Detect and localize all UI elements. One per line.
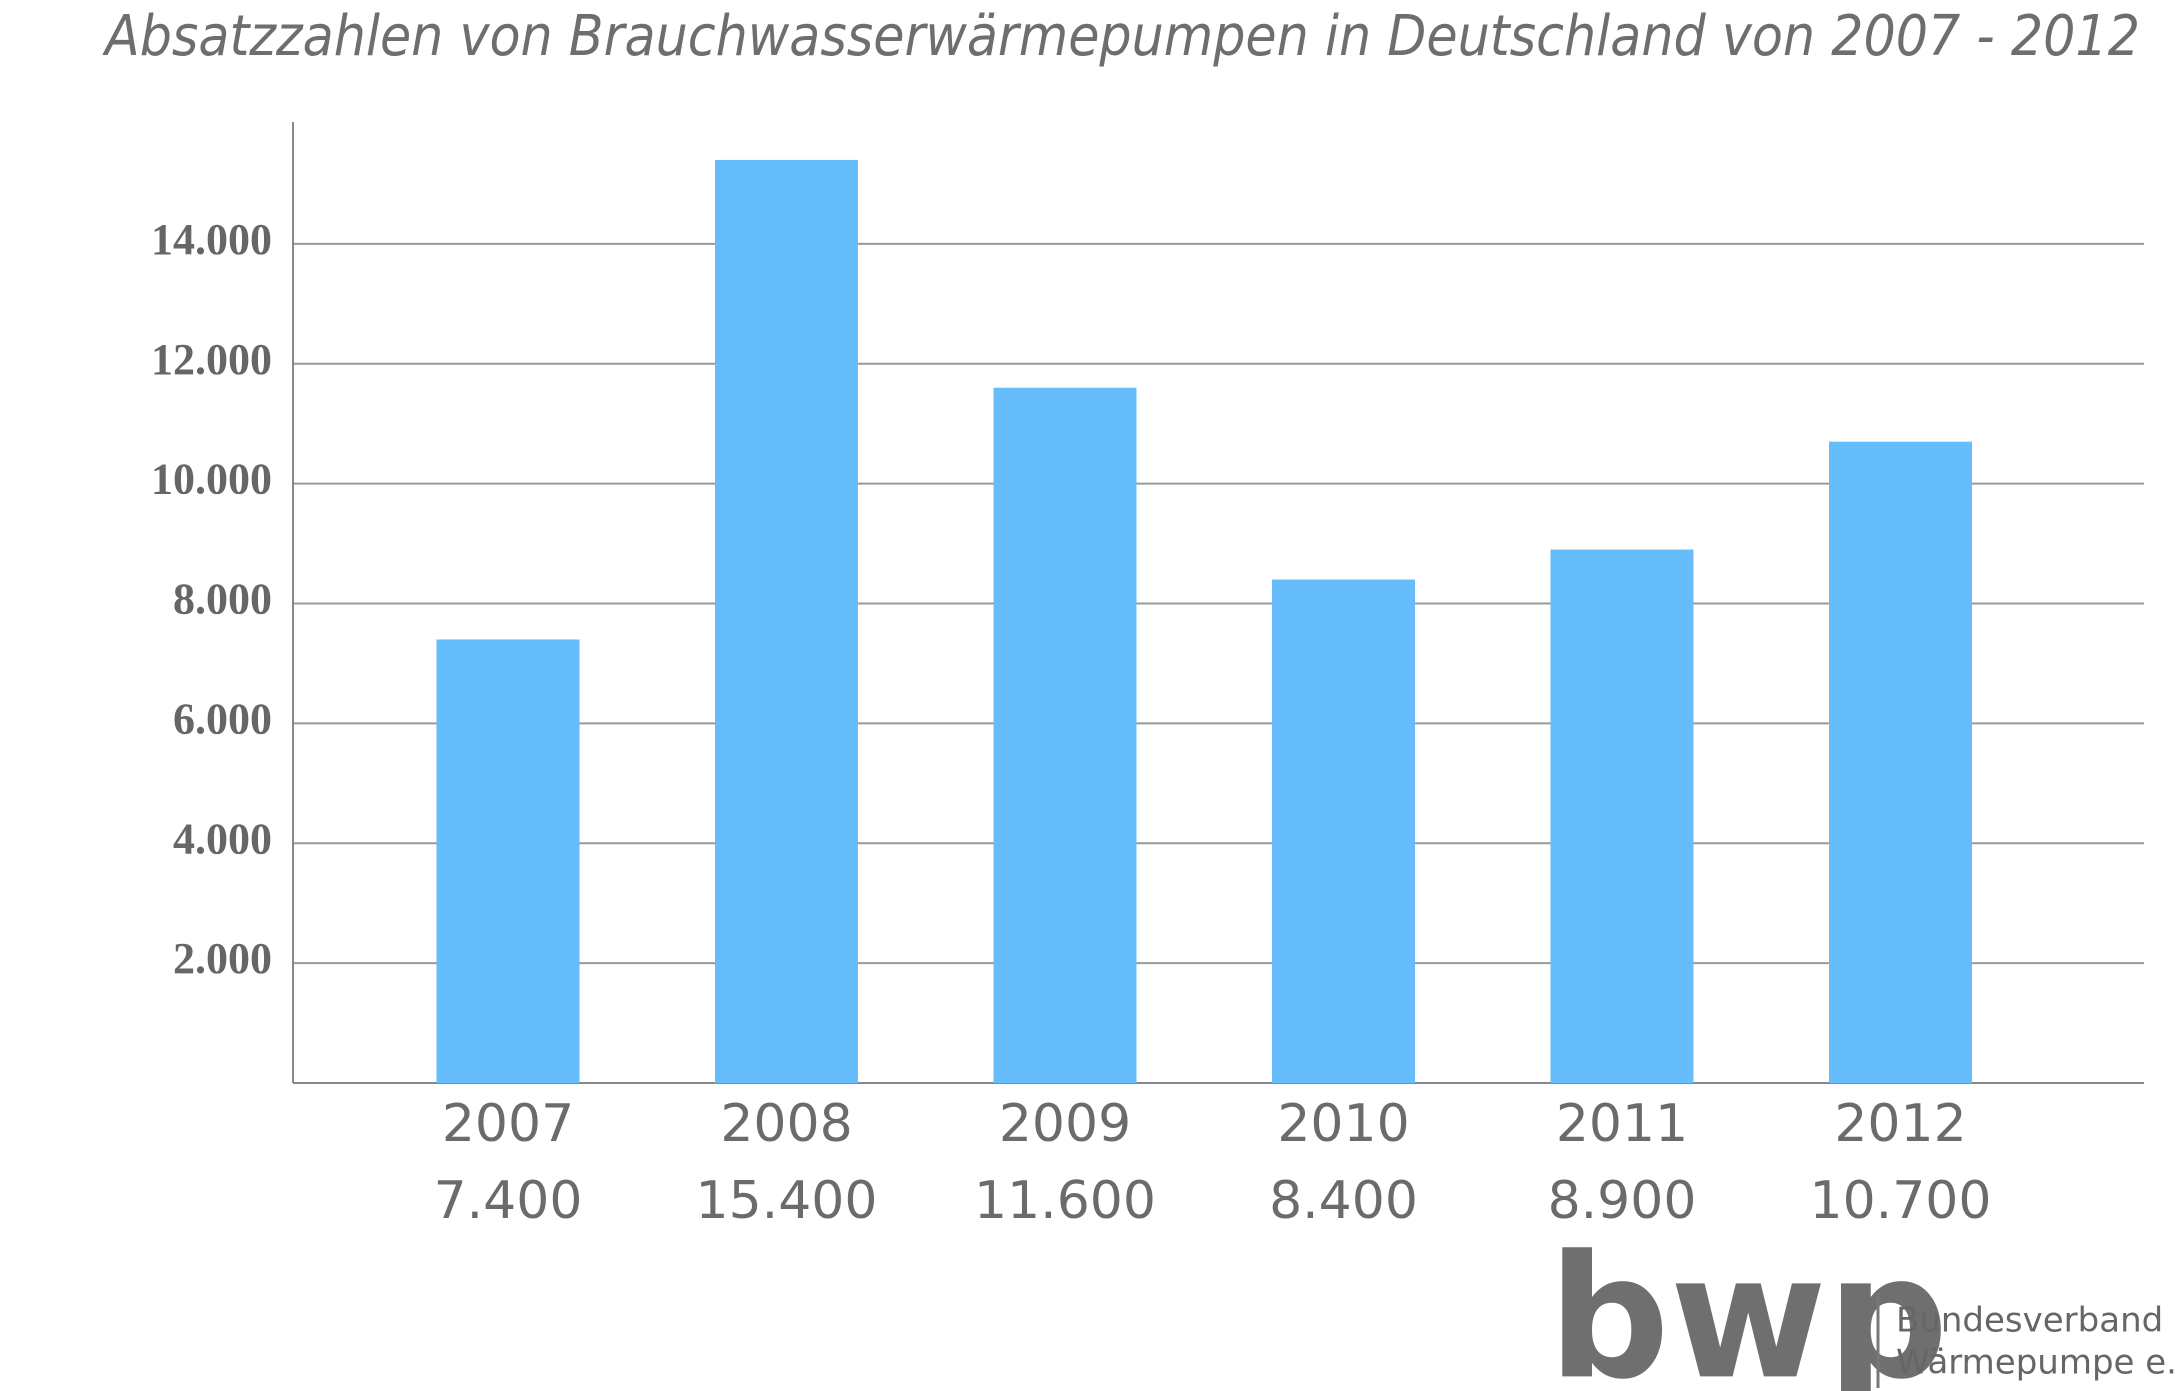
- bar: [715, 159, 858, 1083]
- logo-mark: bwp: [1548, 1219, 1948, 1391]
- y-tick-label: 12.000: [151, 335, 272, 384]
- logo-text: Wärmepumpe e.V.: [1896, 1343, 2176, 1383]
- value-label: 8.400: [1269, 1171, 1418, 1231]
- bar: [1550, 549, 1694, 1083]
- chart-title: Absatzzahlen von Brauchwasserwärmepumpen…: [102, 4, 2140, 69]
- value-label: 8.900: [1548, 1171, 1697, 1231]
- bar: [436, 639, 580, 1083]
- x-tick-label: 2007: [442, 1094, 574, 1154]
- y-tick-label: 14.000: [151, 215, 272, 264]
- x-tick-label: 2008: [720, 1094, 852, 1154]
- x-tick-label: 2010: [1277, 1094, 1409, 1154]
- value-label: 10.700: [1810, 1171, 1992, 1231]
- x-tick-label: 2011: [1556, 1094, 1688, 1154]
- y-tick-label: 10.000: [151, 455, 272, 504]
- value-label: 15.400: [696, 1171, 878, 1231]
- value-label: 11.600: [974, 1171, 1156, 1231]
- logo-text: Bundesverband: [1896, 1301, 2163, 1341]
- bar: [1829, 441, 1972, 1083]
- y-tick-label: 4.000: [173, 814, 272, 863]
- y-tick-label: 8.000: [173, 575, 272, 624]
- x-tick-label: 2012: [1834, 1094, 1966, 1154]
- y-tick-label: 2.000: [173, 934, 272, 983]
- y-tick-label: 6.000: [173, 694, 272, 743]
- x-tick-label: 2009: [999, 1094, 1131, 1154]
- value-label: 7.400: [434, 1171, 583, 1231]
- bar: [1272, 579, 1415, 1083]
- bar: [993, 387, 1137, 1084]
